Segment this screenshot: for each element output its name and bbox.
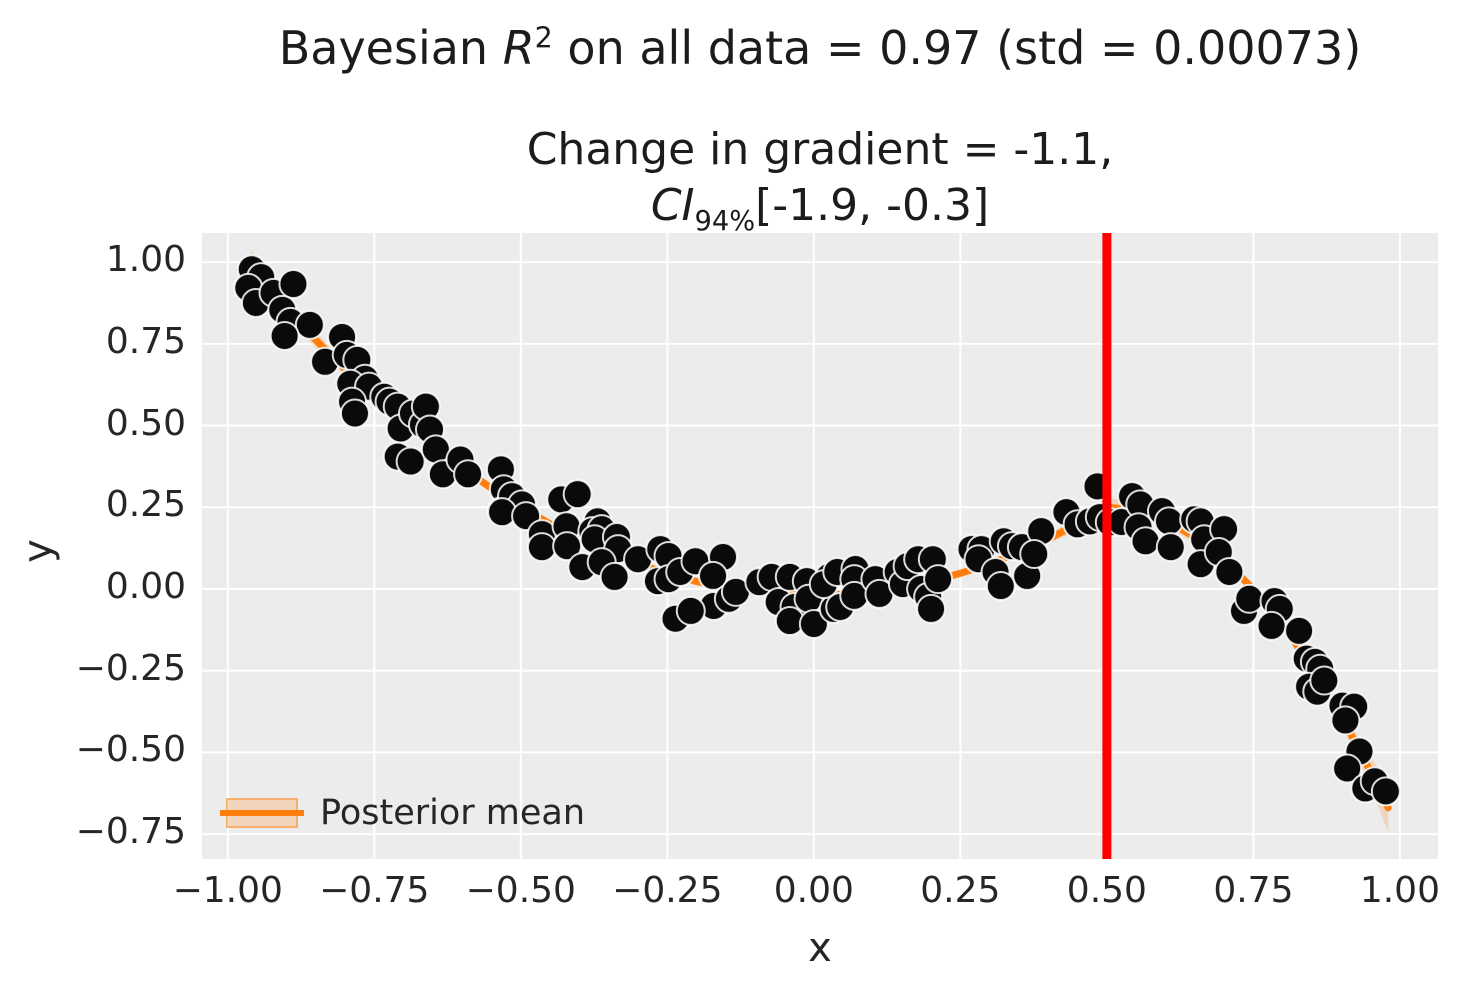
figure-title-pre: Bayesian [278,21,503,75]
x-tick-label: −0.50 [465,870,576,911]
scatter-point [1153,506,1184,537]
scatter-point [526,532,557,563]
x-tick-label: 0.25 [920,870,1001,911]
axes-title-ci-level: 94% [694,205,756,237]
scatter-point [453,459,484,490]
scatter-point [552,531,583,562]
scatter-point [923,564,954,595]
y-tick-label: −0.25 [75,647,186,689]
scatter-point [675,595,706,626]
legend-label-posterior-mean: Posterior mean [320,793,586,833]
scatter-point [269,320,300,351]
figure-title-post: on all data = 0.97 (std = 0.00073) [552,21,1362,75]
scatter-point [562,479,593,510]
scatter-point [1234,583,1265,614]
y-tick-label: 0.50 [105,402,186,444]
y-tick-label: −0.75 [75,811,186,853]
figure-title-exponent: 2 [534,21,553,55]
scatter-point [985,571,1016,602]
scatter-point [599,561,630,592]
y-axis-label: y [15,539,61,563]
plot-area: Posterior mean [202,233,1438,859]
scatter-point [1330,705,1361,736]
plot-canvas [202,233,1438,859]
scatter-point [278,268,309,299]
x-tick-label: −1.00 [172,870,283,911]
x-axis-label: x [808,925,832,971]
y-tick-label: 0.75 [105,320,186,362]
scatter-point [1019,539,1050,570]
axes-title-ci: CI [650,179,695,231]
axes-title-ci-interval: [-1.9, -0.3] [755,179,990,231]
scatter-point [294,309,325,340]
y-tick-label: 1.00 [105,239,186,281]
scatter-point [339,398,370,429]
scatter-point [1284,615,1315,646]
x-tick-label: −0.25 [612,870,723,911]
x-tick-label: 0.50 [1066,870,1147,911]
scatter-point [1332,753,1363,784]
x-tick-label: 0.75 [1213,870,1294,911]
legend: Posterior mean [220,793,586,833]
legend-line-icon [220,810,304,816]
scatter-point [1370,776,1401,807]
scatter-point [1214,556,1245,587]
scatter-point [1256,610,1287,641]
scatter-point [798,608,829,639]
x-tick-label: 1.00 [1359,870,1440,911]
y-tick-label: −0.50 [75,729,186,771]
legend-swatch-posterior-mean [220,798,304,828]
scatter-point [698,560,729,591]
axes-title-line1: Change in gradient = -1.1, [526,124,1114,175]
figure-title-r: R [502,21,535,75]
scatter-point [916,593,947,624]
scatter-point [395,446,426,477]
axes-title-line2: CI94%[-1.9, -0.3] [202,178,1438,237]
x-tick-label: −0.75 [319,870,430,911]
y-tick-label: 0.00 [105,565,186,607]
x-tick-label: 0.00 [773,870,854,911]
figure-title: Bayesian R2 on all data = 0.97 (std = 0.… [202,22,1438,75]
scatter-point [1155,532,1186,563]
scatter-point [1130,526,1161,557]
y-tick-label: 0.25 [105,484,186,526]
axes-title: Change in gradient = -1.1, CI94%[-1.9, -… [202,122,1438,237]
scatter-point [1309,665,1340,696]
